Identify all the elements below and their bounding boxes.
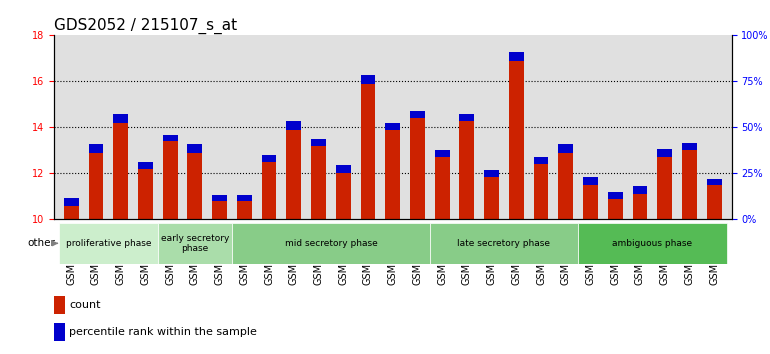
Bar [633, 186, 648, 194]
Bar [682, 150, 697, 219]
Text: GDS2052 / 215107_s_at: GDS2052 / 215107_s_at [54, 18, 237, 34]
Bar [558, 144, 573, 153]
Bar [460, 114, 474, 120]
Bar [113, 114, 128, 123]
Bar [509, 52, 524, 61]
Bar [113, 123, 128, 219]
Bar [410, 111, 425, 118]
Bar [658, 157, 672, 219]
Bar [59, 223, 158, 264]
Bar [633, 194, 648, 219]
Bar [237, 195, 252, 201]
Bar [158, 223, 232, 264]
Bar [435, 157, 450, 219]
Bar [608, 192, 623, 199]
Text: percentile rank within the sample: percentile rank within the sample [69, 327, 257, 337]
Bar [608, 199, 623, 219]
Text: other: other [27, 238, 55, 249]
Bar [187, 153, 203, 219]
Bar [385, 123, 400, 130]
Bar [558, 153, 573, 219]
Bar [286, 121, 301, 130]
Text: late secretory phase: late secretory phase [457, 239, 551, 248]
Text: ambiguous phase: ambiguous phase [612, 239, 692, 248]
Bar [336, 165, 350, 173]
Bar [187, 144, 203, 153]
Bar [484, 170, 499, 177]
Bar [682, 143, 697, 150]
Bar [237, 201, 252, 219]
Bar [658, 149, 672, 158]
Bar [138, 162, 152, 169]
Bar [578, 223, 727, 264]
Bar [213, 195, 227, 201]
Bar [89, 144, 103, 153]
Bar [435, 150, 450, 158]
Bar [484, 177, 499, 219]
Bar [64, 198, 79, 206]
Bar [336, 173, 350, 219]
Bar [707, 185, 721, 219]
Bar [89, 153, 103, 219]
Bar [213, 201, 227, 219]
Bar [707, 178, 721, 185]
Bar [583, 185, 598, 219]
Bar [385, 130, 400, 219]
Bar [64, 206, 79, 219]
Bar [311, 139, 326, 146]
Text: count: count [69, 299, 101, 310]
Bar [54, 323, 65, 341]
Text: proliferative phase: proliferative phase [65, 239, 151, 248]
Bar [534, 157, 548, 164]
Text: early secretory
phase: early secretory phase [161, 234, 229, 253]
Bar [311, 146, 326, 219]
Bar [534, 164, 548, 219]
Bar [460, 120, 474, 219]
Bar [583, 177, 598, 185]
Bar [430, 223, 578, 264]
Bar [232, 223, 430, 264]
Bar [360, 84, 376, 219]
Bar [162, 141, 178, 219]
Bar [262, 162, 276, 219]
Bar [162, 135, 178, 141]
Bar [54, 296, 65, 314]
Bar [262, 155, 276, 162]
Bar [509, 61, 524, 219]
Bar [286, 130, 301, 219]
Bar [138, 169, 152, 219]
Text: mid secretory phase: mid secretory phase [284, 239, 377, 248]
Bar [410, 118, 425, 219]
Bar [360, 75, 376, 84]
